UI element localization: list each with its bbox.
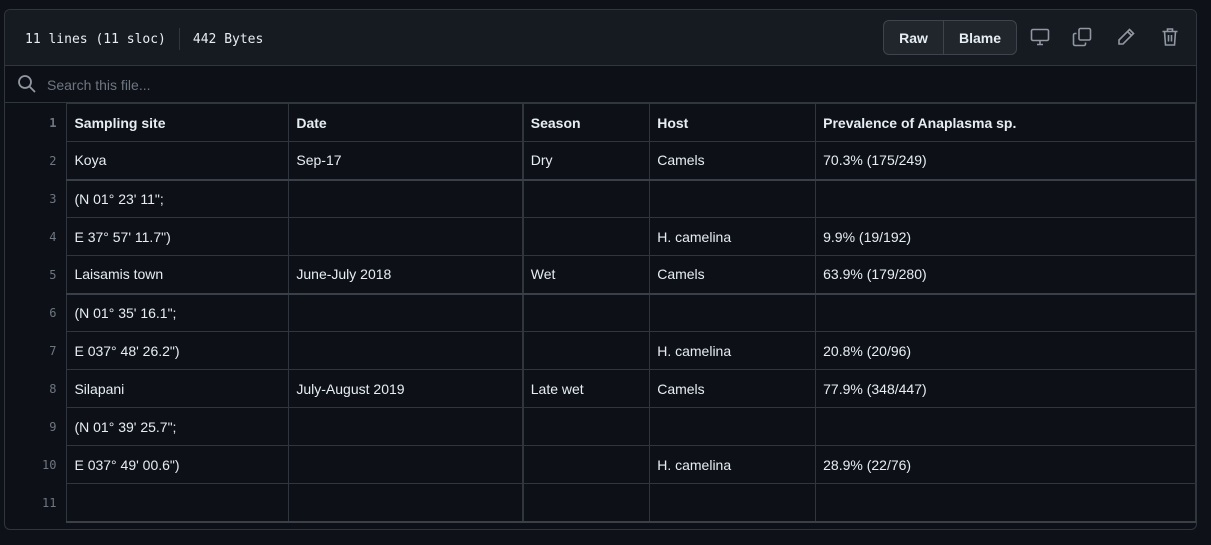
table-cell [288, 407, 524, 446]
table-row: 3 (N 01° 23' 11"; [5, 179, 1196, 218]
table-cell [649, 483, 817, 523]
file-header: 11 lines (11 sloc) 442 Bytes Raw Blame [5, 10, 1196, 66]
file-viewer: 11 lines (11 sloc) 442 Bytes Raw Blame [4, 9, 1197, 530]
column-header: Host [649, 103, 817, 142]
table-row: 6 (N 01° 35' 16.1"; [5, 293, 1196, 332]
table-cell: June-July 2018 [288, 255, 524, 295]
table-cell: H. camelina [649, 445, 817, 484]
table-cell: 63.9% (179/280) [815, 255, 1196, 295]
table-row: 2 Koya Sep-17 Dry Camels 70.3% (175/249) [5, 141, 1196, 181]
table-cell [288, 445, 524, 484]
table-cell: Koya [66, 141, 290, 181]
csv-table: 1 Sampling site Date Season Host Prevalence o… [5, 103, 1196, 523]
search-bar [5, 66, 1196, 103]
column-header: Sampling site [66, 103, 290, 142]
table-cell: (N 01° 39' 25.7"; [66, 407, 290, 446]
table-cell [521, 217, 651, 256]
table-row: 8 Silapani July-August 2019 Late wet Camels 7… [5, 369, 1196, 408]
table-cell: Camels [649, 255, 817, 295]
copy-icon[interactable] [1068, 23, 1096, 51]
line-number[interactable]: 3 [5, 179, 68, 218]
table-cell [815, 293, 1196, 332]
table-cell: H. camelina [649, 217, 817, 256]
column-header: Prevalence of Anaplasma sp. [815, 103, 1196, 142]
blame-button[interactable]: Blame [958, 29, 1002, 46]
line-count: 11 lines (11 sloc) [25, 31, 166, 47]
table-cell: (N 01° 35' 16.1"; [66, 293, 290, 332]
line-number[interactable]: 2 [5, 141, 68, 180]
table-cell: July-August 2019 [288, 369, 524, 408]
table-cell: Camels [649, 369, 817, 408]
table-cell: 9.9% (19/192) [815, 217, 1196, 256]
table-cell: Sep-17 [288, 141, 524, 181]
search-input[interactable] [45, 72, 649, 98]
table-cell [288, 217, 524, 256]
table-cell: Camels [649, 141, 817, 181]
csv-table-container: 1 Sampling site Date Season Host Prevalence o… [5, 103, 1196, 523]
table-cell [288, 179, 524, 218]
table-cell [521, 179, 651, 218]
file-info: 11 lines (11 sloc) 442 Bytes [25, 28, 263, 50]
table-cell [288, 483, 524, 523]
table-cell [521, 483, 651, 523]
table-cell [521, 331, 651, 370]
table-cell [815, 407, 1196, 446]
table-cell: E 037° 49' 00.6") [66, 445, 290, 484]
table-cell: 70.3% (175/249) [815, 141, 1196, 181]
file-size: 442 Bytes [192, 31, 264, 47]
table-cell: Wet [521, 255, 651, 295]
desktop-icon[interactable] [1026, 23, 1054, 51]
table-cell: H. camelina [649, 331, 817, 370]
table-row: 11 [5, 483, 1196, 523]
table-cell [815, 179, 1196, 218]
table-cell [521, 445, 651, 484]
column-header: Date [288, 103, 524, 142]
raw-blame-group: Raw Blame [883, 20, 1017, 55]
table-cell: 77.9% (348/447) [815, 369, 1196, 408]
table-cell [815, 483, 1196, 523]
table-cell: (N 01° 23' 11"; [66, 179, 290, 218]
table-cell: Silapani [66, 369, 290, 408]
line-number[interactable]: 4 [5, 217, 68, 256]
divider [178, 28, 180, 50]
table-row: 10 E 037° 49' 00.6") H. camelina 28.9% (22/… [5, 445, 1196, 484]
line-number[interactable]: 8 [5, 369, 68, 408]
table-cell [66, 483, 290, 523]
table-cell [288, 331, 524, 370]
table-cell [649, 407, 817, 446]
table-cell [521, 407, 651, 446]
table-cell [649, 293, 817, 332]
line-number[interactable]: 7 [5, 331, 68, 370]
pencil-icon[interactable] [1112, 23, 1140, 51]
table-cell: E 037° 48' 26.2") [66, 331, 290, 370]
table-cell: Dry [521, 141, 651, 181]
line-number[interactable]: 11 [5, 483, 68, 522]
table-cell [521, 293, 651, 332]
table-header-row: 1 Sampling site Date Season Host Prevalence o… [5, 103, 1196, 142]
table-cell: Laisamis town [66, 255, 290, 295]
table-cell [649, 179, 817, 218]
line-number[interactable]: 10 [5, 445, 68, 484]
raw-button[interactable]: Raw [884, 21, 944, 54]
table-cell: E 37° 57' 11.7") [66, 217, 290, 256]
line-number[interactable]: 6 [5, 293, 68, 332]
table-row: 9 (N 01° 39' 25.7"; [5, 407, 1196, 446]
table-row: 5 Laisamis town June-July 2018 Wet Camels 63.… [5, 255, 1196, 295]
search-icon [17, 74, 37, 99]
line-number[interactable]: 5 [5, 255, 68, 294]
table-cell [288, 293, 524, 332]
line-number[interactable]: 9 [5, 407, 68, 446]
trash-icon[interactable] [1156, 23, 1184, 51]
table-cell: Late wet [521, 369, 651, 408]
table-cell: 20.8% (20/96) [815, 331, 1196, 370]
column-header: Season [521, 103, 651, 142]
table-cell: 28.9% (22/76) [815, 445, 1196, 484]
line-number[interactable]: 1 [5, 103, 68, 142]
